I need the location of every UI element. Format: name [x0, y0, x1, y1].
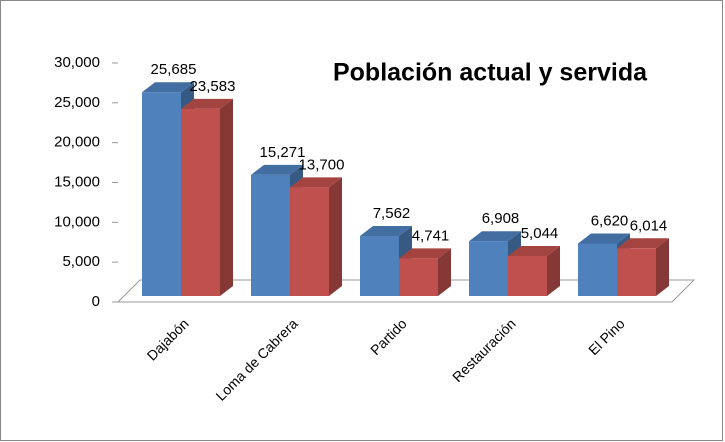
bar — [181, 108, 220, 296]
bar-top — [290, 177, 342, 188]
bar — [399, 258, 438, 296]
bar — [290, 187, 329, 296]
bar-top — [469, 231, 521, 242]
bar — [142, 92, 181, 296]
bar — [508, 255, 547, 296]
bar-top — [142, 82, 194, 93]
y-tick-label: 25,000 — [54, 94, 100, 111]
data-label: 25,685 — [151, 61, 197, 78]
bar — [578, 243, 617, 296]
y-tick-label: 20,000 — [54, 134, 100, 151]
data-label: 7,562 — [373, 205, 411, 222]
bar-side — [438, 248, 451, 296]
y-tick-label: 15,000 — [54, 173, 100, 190]
bar — [617, 248, 656, 296]
data-label: 6,908 — [482, 210, 520, 227]
bar — [360, 236, 399, 296]
y-tick-label: 5,000 — [62, 253, 100, 270]
bar-side — [656, 238, 669, 296]
y-tick-label: 30,000 — [54, 54, 100, 71]
bar — [251, 174, 290, 296]
bar-side — [329, 177, 342, 296]
data-label: 6,620 — [591, 212, 629, 229]
data-label: 5,044 — [521, 225, 559, 242]
bar-top — [578, 233, 630, 244]
bar-top — [399, 248, 451, 259]
data-label: 4,741 — [412, 227, 450, 244]
chart-title: Población actual y servida — [333, 59, 648, 87]
y-tick-label: 10,000 — [54, 213, 100, 230]
bar-top — [508, 245, 560, 256]
bar-top — [251, 164, 303, 175]
data-label: 13,700 — [299, 156, 345, 173]
bar — [469, 241, 508, 296]
bar-top — [617, 238, 669, 249]
y-tick-label: 0 — [92, 293, 100, 310]
data-label: 15,271 — [260, 144, 306, 161]
bar-top — [360, 226, 412, 237]
bar-side — [220, 98, 233, 296]
bar-top — [181, 98, 233, 109]
bar-side — [547, 245, 560, 296]
data-label: 6,014 — [630, 217, 668, 234]
data-label: 23,583 — [190, 78, 236, 95]
